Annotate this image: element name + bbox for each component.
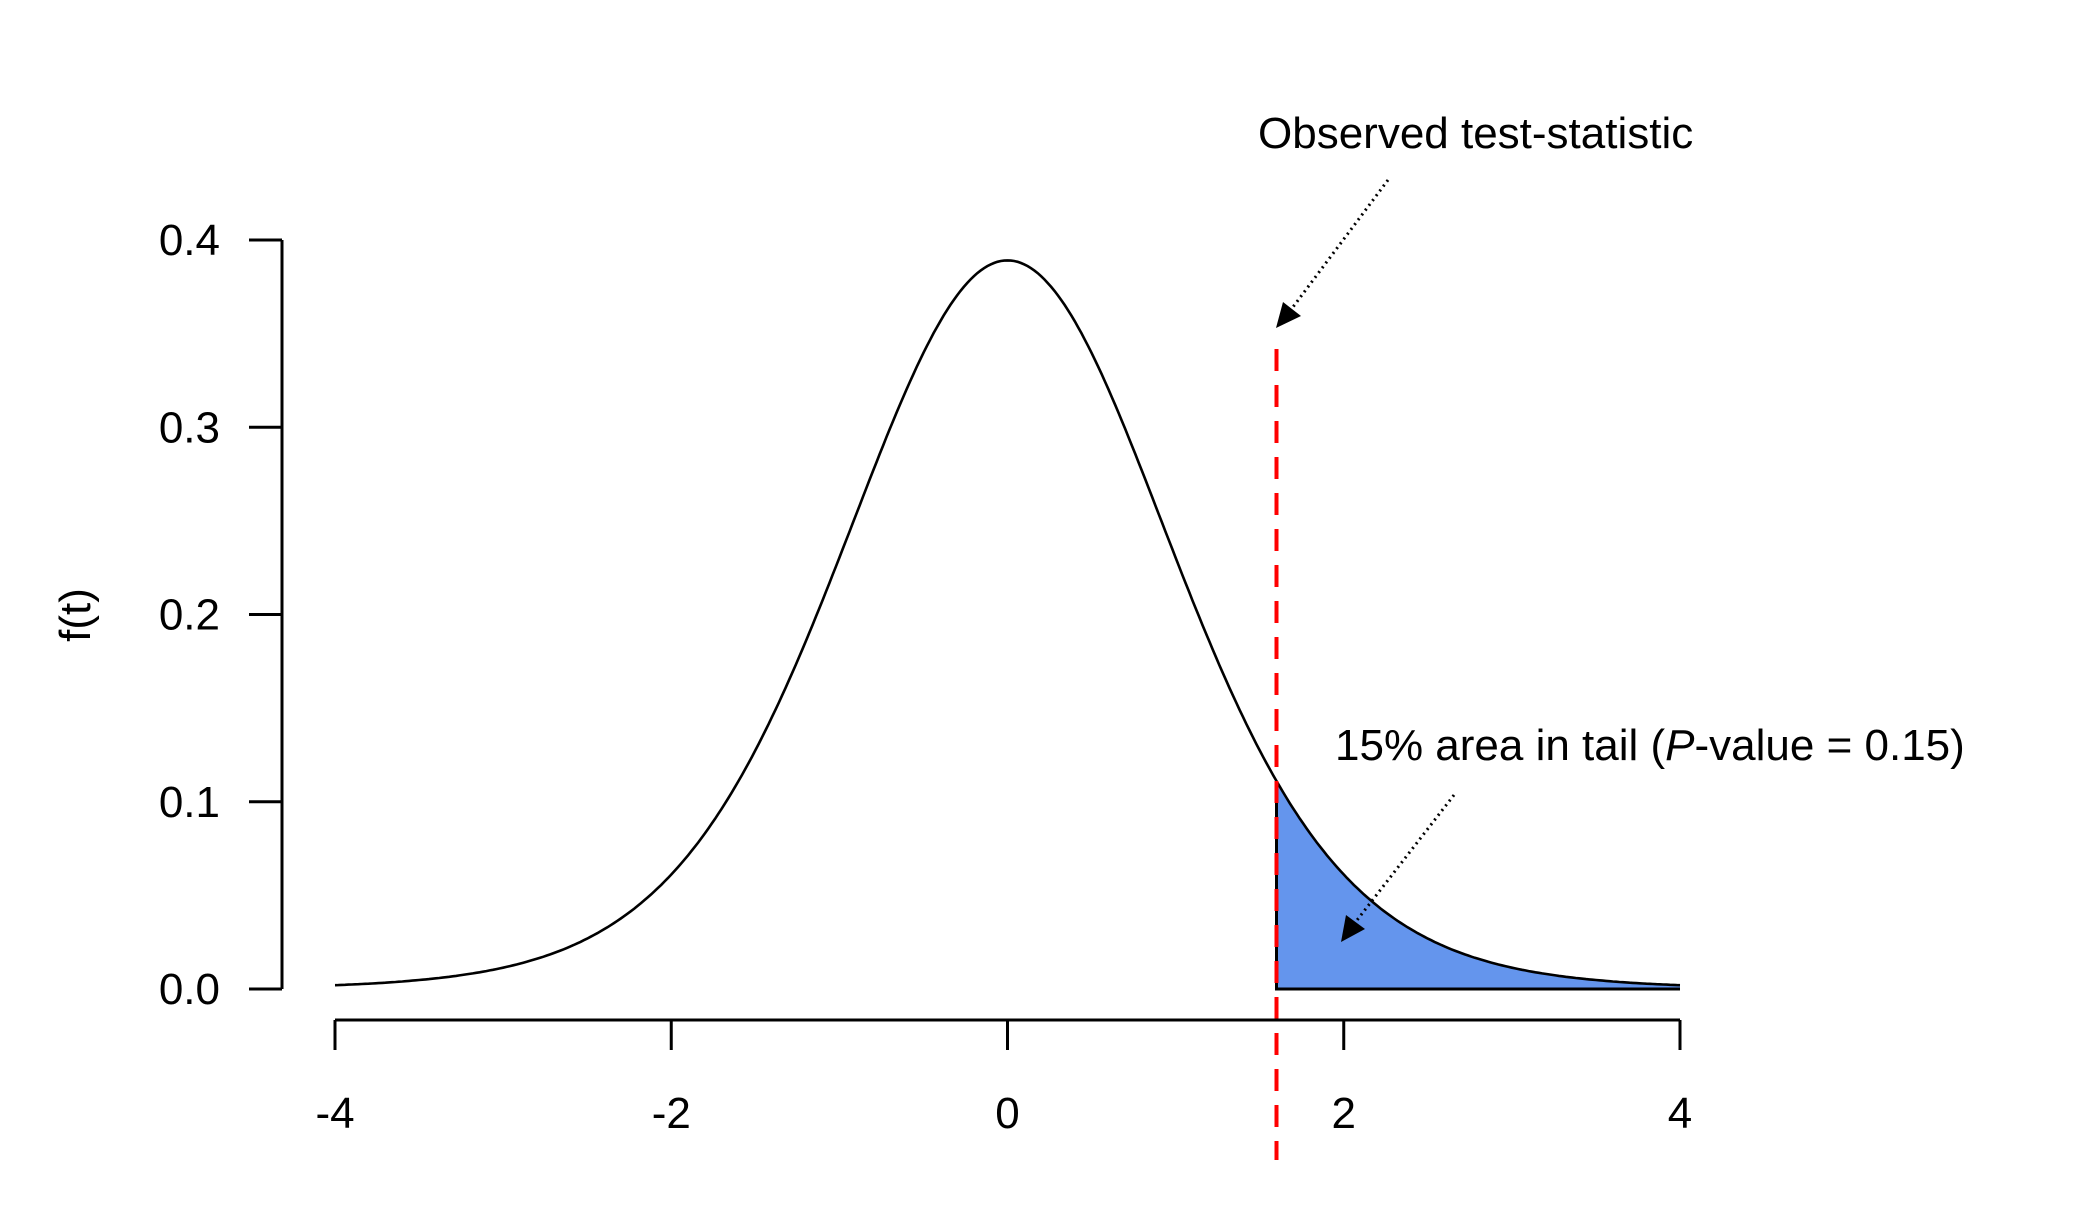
y-tick-label: 0.1 (159, 778, 220, 827)
y-axis: 0.0 0.1 0.2 0.3 0.4 (159, 216, 284, 1014)
y-tick-label: 0.0 (159, 965, 220, 1014)
annotation-arrow-tail (1352, 794, 1456, 925)
x-tick-label: 4 (1668, 1089, 1692, 1138)
x-tick-label: 2 (1332, 1089, 1356, 1138)
density-curve (334, 259, 1681, 987)
x-tick-label: 0 (995, 1089, 1019, 1138)
arrowhead-icon (1341, 915, 1365, 942)
annotation-tail-area: 15% area in tail (P-value = 0.15) (1335, 721, 1965, 770)
x-axis: -4 -2 0 2 4 (315, 1018, 1692, 1138)
annotation-arrow-observed (1288, 179, 1390, 312)
arrowhead-icon (1276, 302, 1301, 328)
x-tick-label: -4 (315, 1089, 354, 1138)
shaded-tail-area (1276, 781, 1680, 989)
x-tick-label: -2 (652, 1089, 691, 1138)
annotation-observed-statistic: Observed test-statistic (1258, 109, 1693, 158)
tail-baseline (1275, 781, 1680, 991)
y-tick-label: 0.3 (159, 403, 220, 452)
y-axis-label: f(t) (51, 588, 100, 642)
y-tick-label: 0.4 (159, 216, 220, 265)
y-tick-label: 0.2 (159, 591, 220, 640)
